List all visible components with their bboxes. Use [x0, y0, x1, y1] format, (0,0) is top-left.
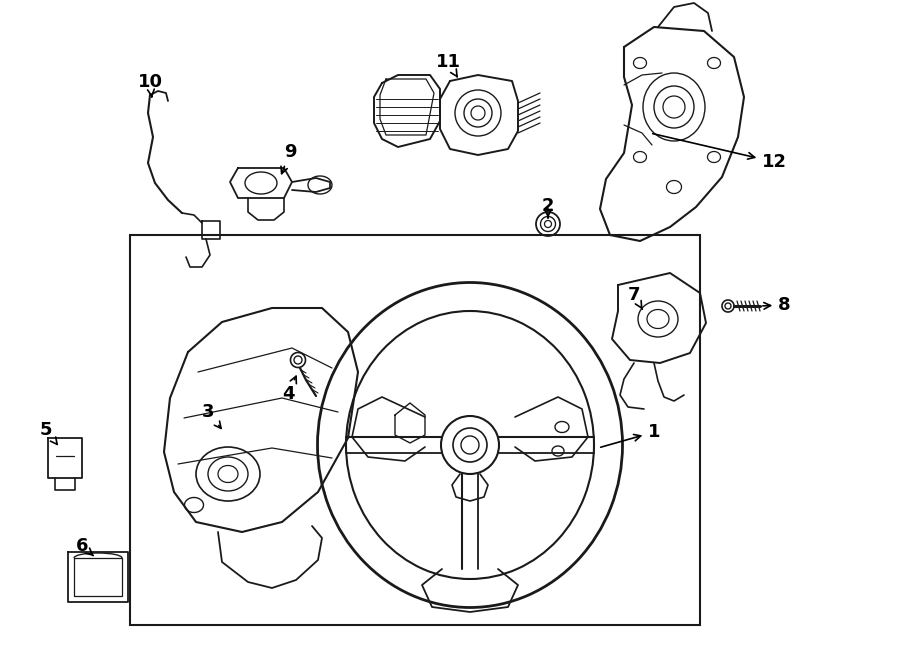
Text: 7: 7 [628, 286, 643, 309]
Text: 1: 1 [600, 423, 661, 447]
Text: 6: 6 [76, 537, 94, 556]
Text: 4: 4 [282, 376, 296, 403]
Text: 3: 3 [202, 403, 221, 428]
Text: 12: 12 [652, 134, 787, 171]
Text: 11: 11 [436, 53, 461, 77]
Text: 10: 10 [138, 73, 163, 97]
Bar [130, 235, 700, 625]
Text: 2: 2 [542, 197, 554, 217]
Text: 8: 8 [763, 296, 790, 314]
Text: 5: 5 [40, 421, 58, 444]
Text: 9: 9 [281, 143, 296, 174]
